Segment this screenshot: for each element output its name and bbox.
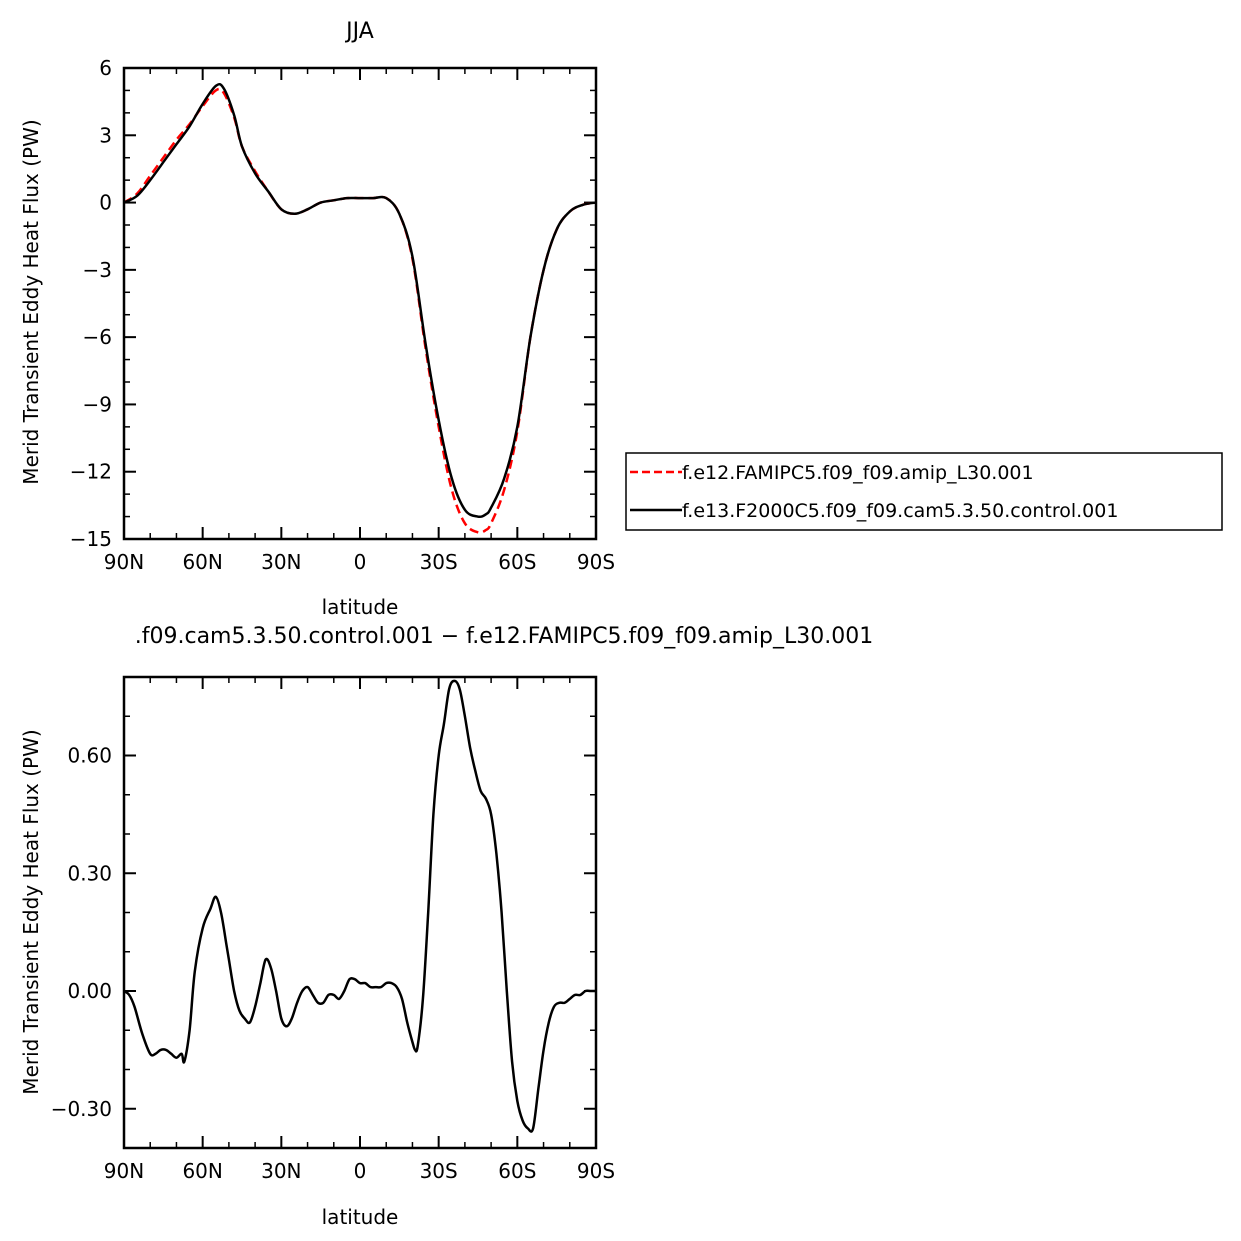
bottom-x-tick-label: 0 xyxy=(354,1159,367,1183)
top-x-tick-label: 30N xyxy=(261,550,301,574)
bottom-y-tick-label: 0.30 xyxy=(67,861,112,885)
top-x-tick-label: 90S xyxy=(577,550,615,574)
legend-box xyxy=(625,452,1223,531)
top-y-tick-label: −15 xyxy=(70,527,112,551)
bottom-panel-x-axis-label: latitude xyxy=(322,1205,399,1229)
top-panel-series xyxy=(123,82,597,534)
top-panel-title: JJA xyxy=(344,19,374,44)
bottom-panel: .f09.cam5.3.50.control.001 − f.e12.FAMIP… xyxy=(19,624,873,1229)
top-series-line-1 xyxy=(123,82,597,519)
legend: f.e12.FAMIPC5.f09_f09.amip_L30.001 f.e13… xyxy=(625,452,1223,531)
bottom-x-tick-label: 30S xyxy=(420,1159,458,1183)
bottom-y-tick-label: −0.30 xyxy=(51,1097,112,1121)
top-series-line-0 xyxy=(123,87,597,534)
bottom-series-line-0 xyxy=(123,679,596,1133)
bottom-panel-series xyxy=(123,679,596,1133)
bottom-panel-frame xyxy=(122,675,598,1150)
top-y-tick-label: −6 xyxy=(83,325,112,349)
top-x-tick-label: 30S xyxy=(420,550,458,574)
top-x-tick-label: 0 xyxy=(354,550,367,574)
top-y-tick-label: 0 xyxy=(99,191,112,215)
top-panel-y-axis-label: Merid Transient Eddy Heat Flux (PW) xyxy=(19,119,43,484)
legend-label-control: f.e13.F2000C5.f09_f09.cam5.3.50.control.… xyxy=(682,500,1118,522)
bottom-x-tick-label: 90S xyxy=(577,1159,615,1183)
bottom-panel-ticks: 90N 60N 30N 0 30S 60S 90S 0.60 0.30 0.00 −0.30 xyxy=(51,676,615,1183)
top-panel-x-axis-label: latitude xyxy=(322,595,399,619)
bottom-x-tick-label: 60N xyxy=(182,1159,222,1183)
bottom-panel-y-axis-label: Merid Transient Eddy Heat Flux (PW) xyxy=(19,729,43,1094)
top-panel-ticks: 90N 60N 30N 0 30S 60S 90S 6 3 0 −3 −6 −9 −12 −15 xyxy=(70,56,615,574)
top-x-tick-label: 90N xyxy=(104,550,144,574)
bottom-y-tick-label: 0.00 xyxy=(67,979,112,1003)
top-y-tick-label: −3 xyxy=(83,258,112,282)
top-panel-frame xyxy=(122,66,598,541)
top-panel: JJA latitude Merid Transient Eddy Heat F… xyxy=(19,19,615,619)
bottom-panel-title: .f09.cam5.3.50.control.001 − f.e12.FAMIP… xyxy=(135,624,874,649)
bottom-x-tick-label: 90N xyxy=(104,1159,144,1183)
top-x-tick-label: 60S xyxy=(498,550,536,574)
top-x-tick-label: 60N xyxy=(182,550,222,574)
bottom-x-tick-label: 60S xyxy=(498,1159,536,1183)
legend-label-amip: f.e12.FAMIPC5.f09_f09.amip_L30.001 xyxy=(682,462,1034,484)
top-y-tick-label: 3 xyxy=(99,123,112,147)
bottom-x-tick-label: 30N xyxy=(261,1159,301,1183)
top-y-tick-label: −12 xyxy=(70,460,112,484)
top-y-tick-label: 6 xyxy=(99,56,112,80)
bottom-y-tick-label: 0.60 xyxy=(67,744,112,768)
top-y-tick-label: −9 xyxy=(83,392,112,416)
